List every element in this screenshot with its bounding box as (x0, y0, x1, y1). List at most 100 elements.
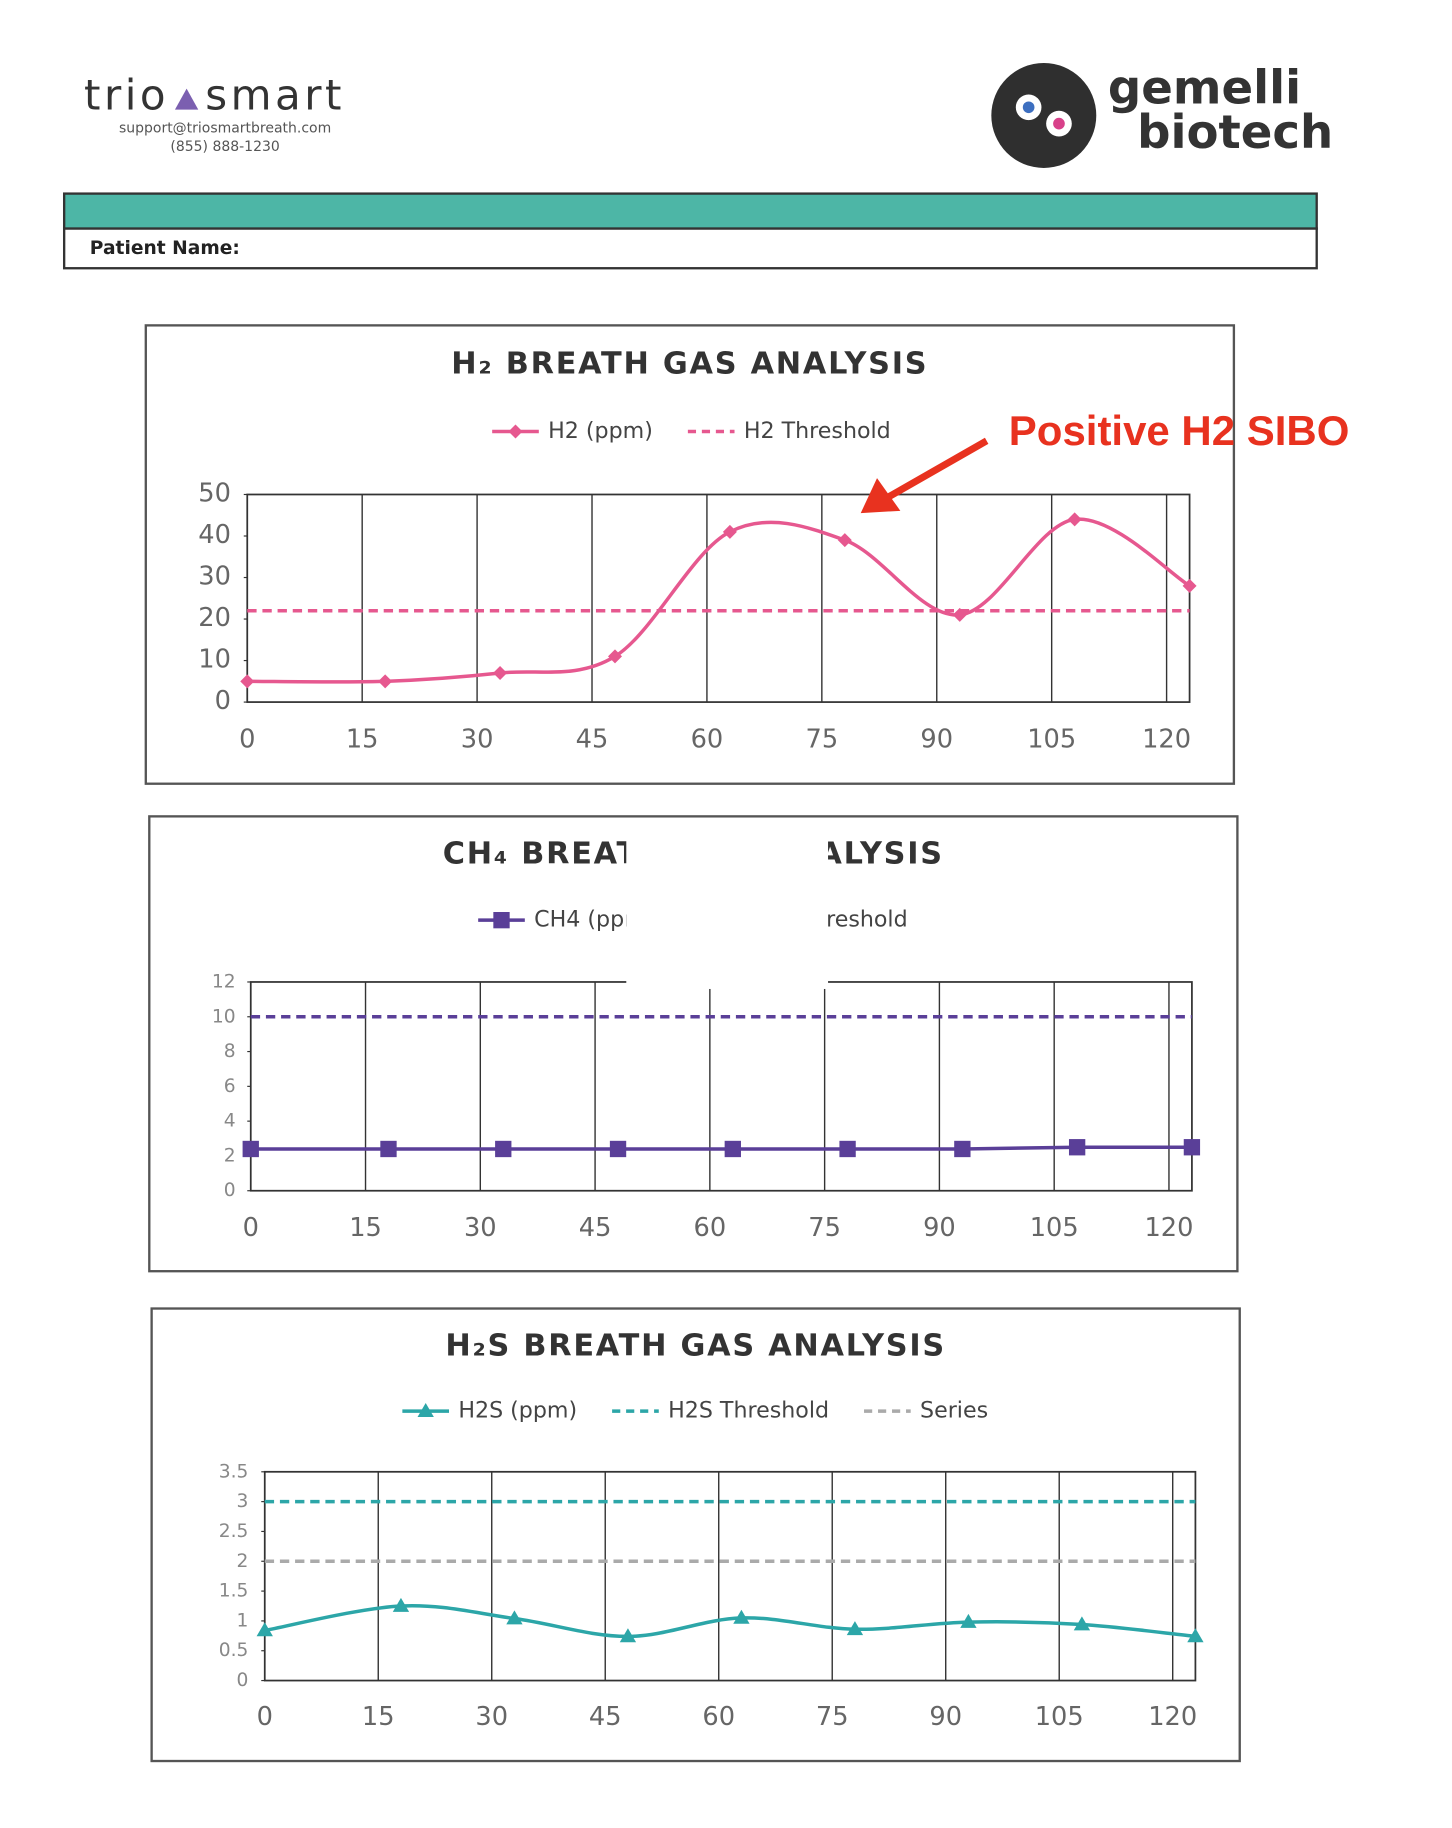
y-tick-label: 2 (237, 1551, 249, 1572)
y-tick-label: 0 (224, 1180, 236, 1201)
marker (839, 1140, 856, 1158)
marker (256, 1622, 273, 1637)
marker (506, 1610, 523, 1625)
chart: H₂S BREATH GAS ANALYSIS H2S (ppm) H2S Thre… (150, 1307, 1241, 1763)
annotation-text: Positive H2 SIBO (1009, 407, 1350, 454)
logo-line1: gemelli (1108, 60, 1301, 114)
x-tick-label: 0 (257, 1702, 273, 1732)
y-tick-label: 0 (237, 1670, 249, 1691)
x-tick-label: 0 (243, 1213, 259, 1243)
marker (417, 1402, 434, 1417)
logo-circle (991, 62, 1097, 168)
brand-part1: trio (84, 70, 169, 119)
chart-title: H₂ BREATH GAS ANALYSIS (451, 347, 928, 382)
x-tick-label: 90 (929, 1702, 962, 1732)
marker (619, 1628, 637, 1643)
x-tick-label: 90 (923, 1213, 956, 1243)
y-tick-label: 0.5 (219, 1640, 249, 1661)
marker (607, 649, 622, 664)
y-tick-label: 6 (224, 1076, 236, 1097)
marker (954, 1140, 971, 1158)
y-tick-label: 1 (237, 1610, 249, 1631)
chart: H₂ BREATH GAS ANALYSIS H2 (ppm) H2 Thresho… (144, 324, 1236, 785)
marker (724, 1140, 741, 1158)
marker (493, 912, 510, 929)
legend-label: Series (920, 1398, 988, 1424)
marker (392, 1597, 410, 1612)
marker (846, 1621, 864, 1636)
x-tick-label: 45 (589, 1702, 622, 1732)
brand-part2: smart (205, 70, 345, 119)
marker (1183, 1139, 1201, 1156)
chart-title: H₂S BREATH GAS ANALYSIS (445, 1329, 946, 1364)
marker (493, 666, 508, 681)
marker (380, 1140, 397, 1158)
band (62, 192, 1318, 230)
x-tick-label: 45 (579, 1213, 612, 1243)
x-tick-label: 15 (349, 1213, 382, 1243)
marker (1187, 1628, 1204, 1643)
y-tick-label: 20 (198, 603, 231, 633)
x-tick-label: 60 (702, 1702, 735, 1732)
arrow-shaft (886, 437, 989, 500)
x-tick-label: 30 (464, 1213, 497, 1243)
x-tick-label: 75 (808, 1213, 841, 1243)
chart-frame (150, 1307, 1241, 1763)
x-tick-label: 45 (576, 725, 609, 755)
header: trio smart support@triosmartbreath.com (… (62, 60, 1333, 270)
y-tick-label: 50 (198, 478, 231, 508)
marker (240, 674, 255, 689)
logo-line2: biotech (1137, 105, 1333, 159)
x-tick-label: 120 (1144, 1213, 1193, 1243)
scan-mask (626, 832, 829, 989)
x-tick-label: 30 (461, 725, 494, 755)
logo-dot (1022, 101, 1035, 114)
marker (722, 524, 737, 539)
x-tick-label: 90 (920, 725, 953, 755)
y-tick-label: 1.5 (219, 1581, 249, 1602)
y-tick-label: 10 (198, 645, 231, 675)
marker (960, 1613, 977, 1628)
logo-dot (1053, 117, 1065, 130)
marker (508, 424, 523, 439)
y-tick-label: 40 (198, 520, 231, 550)
legend-label: H2 Threshold (744, 418, 891, 444)
legend-label: H2 (ppm) (548, 418, 653, 444)
x-tick-label: 60 (691, 725, 724, 755)
marker (1067, 512, 1082, 527)
chart-frame (144, 324, 1236, 785)
patient-label: Patient Name: (90, 238, 240, 259)
x-tick-label: 105 (1030, 1213, 1079, 1243)
email: support@triosmartbreath.com (119, 120, 331, 136)
x-tick-label: 0 (239, 725, 255, 755)
marker (242, 1140, 259, 1158)
phone: (855) 888-1230 (170, 139, 279, 155)
y-tick-label: 4 (224, 1111, 236, 1132)
patient-box (62, 227, 1318, 270)
marker (609, 1140, 627, 1158)
y-tick-label: 2.5 (219, 1521, 249, 1542)
marker (495, 1140, 512, 1158)
legend-label: H2S (ppm) (458, 1398, 577, 1424)
y-tick-label: 10 (212, 1006, 236, 1027)
x-tick-label: 120 (1148, 1702, 1197, 1732)
y-tick-label: 0 (215, 686, 231, 716)
x-tick-label: 105 (1027, 725, 1076, 755)
arrow-head (860, 478, 901, 514)
x-tick-label: 75 (806, 725, 839, 755)
y-tick-label: 3 (237, 1491, 249, 1512)
charts: H₂ BREATH GAS ANALYSIS H2 (ppm) H2 Thresho… (144, 324, 1241, 1763)
legend-label: H2S Threshold (668, 1398, 829, 1424)
annotation: Positive H2 SIBO (860, 407, 1350, 514)
y-tick-label: 8 (224, 1041, 236, 1062)
x-tick-label: 105 (1035, 1702, 1084, 1732)
y-tick-label: 30 (198, 562, 231, 592)
x-tick-label: 15 (362, 1702, 395, 1732)
marker (1073, 1616, 1091, 1631)
y-tick-label: 12 (212, 971, 236, 992)
marker (378, 674, 393, 689)
marker (1068, 1139, 1086, 1156)
marker (733, 1609, 750, 1624)
